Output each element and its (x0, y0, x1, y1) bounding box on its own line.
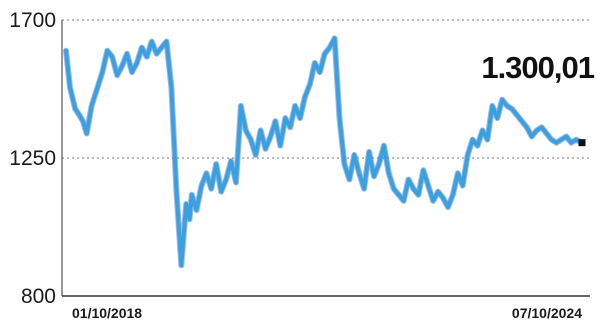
last-value-marker (578, 139, 586, 147)
x-start-label: 01/10/2018 (72, 305, 142, 321)
series-line (64, 36, 584, 268)
y-tick-label: 800 (21, 285, 56, 308)
series-layer (63, 35, 585, 269)
y-tick-label: 1250 (9, 147, 56, 170)
y-tick-label: 1700 (9, 9, 56, 32)
last-value-label: 1.300,01 (481, 50, 594, 85)
y-axis-ticks: 800 1250 1700 (9, 9, 56, 308)
grid-lines (62, 19, 590, 159)
x-end-label: 07/10/2024 (512, 305, 582, 321)
